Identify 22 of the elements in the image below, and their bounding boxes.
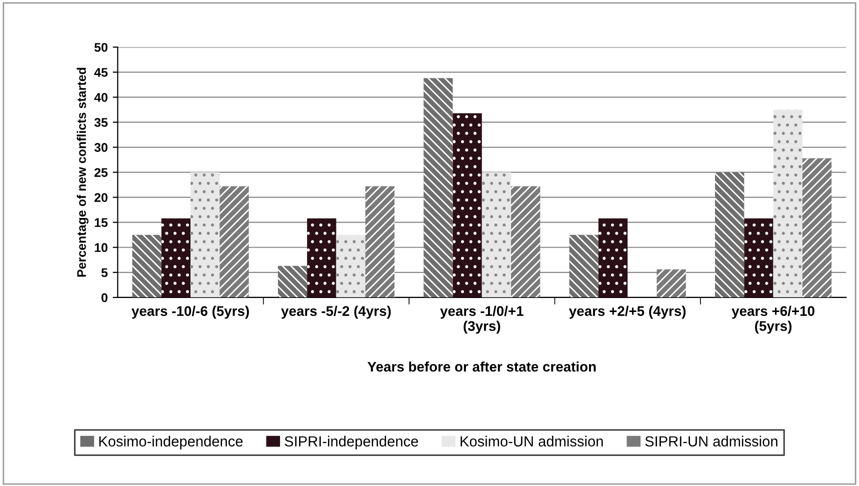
legend-label: Kosimo-independence [99, 436, 243, 450]
y-tick-label: 20 [94, 193, 108, 202]
y-tick-label: 0 [102, 293, 108, 302]
y-tick-label: 5 [101, 268, 108, 278]
y-tick-label: 45 [94, 68, 108, 77]
y-tick-label: 40 [94, 93, 108, 102]
x-tick-label: years -10/-6 (5yrs) [132, 306, 249, 319]
x-tick-label: years -5/-2 (4yrs) [281, 306, 391, 319]
y-tick-label: 50 [94, 42, 108, 52]
y-tick-label: 30 [94, 143, 108, 152]
x-tick-label: years -1/0/+1 (3yrs) [440, 306, 524, 334]
y-tick-label: 15 [94, 218, 108, 227]
legend-label: SIPRI-UN admission [645, 436, 778, 447]
y-axis-title: Percentage of new conflicts started [76, 68, 89, 277]
x-axis-title: Years before or after state creation [368, 361, 596, 372]
y-tick-label: 35 [94, 118, 108, 127]
x-tick-label: years +2/+5 (4yrs) [569, 306, 686, 319]
y-tick-label: 25 [94, 168, 108, 177]
y-tick-label: 10 [94, 243, 108, 252]
x-tick-label: years +6/+10 (5yrs) [732, 306, 814, 334]
legend-label: SIPRI-independence [284, 436, 418, 450]
legend-label: Kosimo-UN admission [460, 436, 603, 447]
